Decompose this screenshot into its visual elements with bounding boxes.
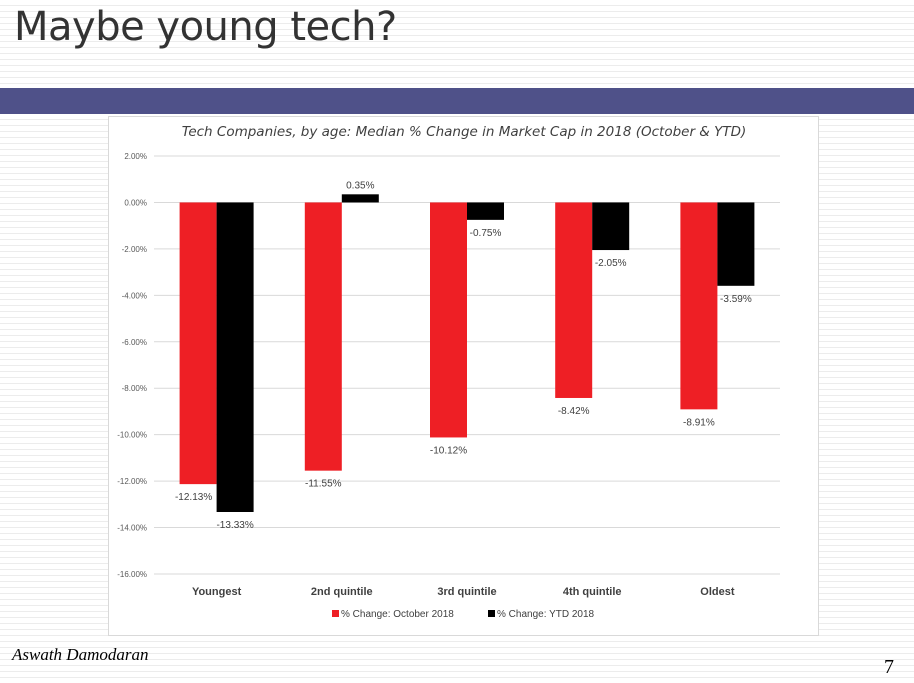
data-label: 0.35%: [346, 180, 374, 191]
bars: [179, 194, 755, 512]
y-tick-label: -14.00%: [117, 524, 147, 533]
title-band: [0, 88, 914, 114]
bar-ytd: [216, 202, 254, 512]
legend-entry: % Change: October 2018: [341, 609, 454, 620]
bar-chart: Tech Companies, by age: Median % Change …: [117, 124, 780, 620]
y-tick-label: -4.00%: [122, 291, 147, 300]
y-tick-label: -2.00%: [122, 245, 147, 254]
data-label: -2.05%: [595, 258, 627, 269]
bar-ytd: [467, 202, 504, 220]
data-label: -3.59%: [720, 294, 752, 305]
footer-author: Aswath Damodaran: [12, 645, 149, 664]
bar-october: [430, 202, 467, 438]
bar-october: [304, 202, 342, 471]
y-tick-label: -10.00%: [117, 431, 147, 440]
bar-ytd: [341, 194, 379, 203]
legend-swatch: [488, 610, 495, 617]
page-number: 7: [884, 656, 894, 678]
category-label: 2nd quintile: [311, 586, 373, 598]
y-tick-label: -8.00%: [122, 384, 147, 393]
y-tick-label: -16.00%: [117, 570, 147, 579]
category-label: 3rd quintile: [437, 586, 496, 598]
legend-entry: % Change: YTD 2018: [497, 609, 595, 620]
data-label: -12.13%: [175, 492, 212, 503]
data-labels: -12.13% -13.33% -11.55% 0.35% -10.12% -0.75% -…: [175, 180, 752, 531]
bar-october: [680, 202, 718, 410]
bar-ytd: [717, 202, 755, 286]
bar-ytd: [592, 202, 630, 251]
category-label: Oldest: [700, 586, 735, 598]
y-tick-label: -12.00%: [117, 477, 147, 486]
slide-title: Maybe young tech?: [14, 4, 397, 50]
x-axis-categories: Youngest 2nd quintile 3rd quintile 4th quin…: [192, 586, 735, 598]
y-tick-label: 0.00%: [124, 198, 147, 207]
category-label: Youngest: [192, 586, 242, 598]
data-label: -8.42%: [558, 406, 590, 417]
legend: % Change: October 2018 % Change: YTD 2018: [332, 609, 595, 620]
y-tick-label: -6.00%: [122, 338, 147, 347]
data-label: -0.75%: [470, 228, 502, 239]
y-axis-ticks: 2.00% 0.00% -2.00% -4.00% -6.00% -8.00% -10.00…: [117, 152, 147, 579]
gridlines: [154, 155, 780, 575]
data-label: -8.91%: [683, 417, 715, 428]
chart-title: Tech Companies, by age: Median % Change …: [182, 124, 747, 140]
data-label: -11.55%: [305, 479, 342, 490]
y-tick-label: 2.00%: [124, 152, 147, 161]
legend-swatch: [332, 610, 339, 617]
data-label: -13.33%: [216, 520, 253, 531]
data-label: -10.12%: [430, 445, 467, 456]
bar-october: [555, 202, 593, 398]
category-label: 4th quintile: [563, 586, 622, 598]
bar-october: [179, 202, 217, 485]
